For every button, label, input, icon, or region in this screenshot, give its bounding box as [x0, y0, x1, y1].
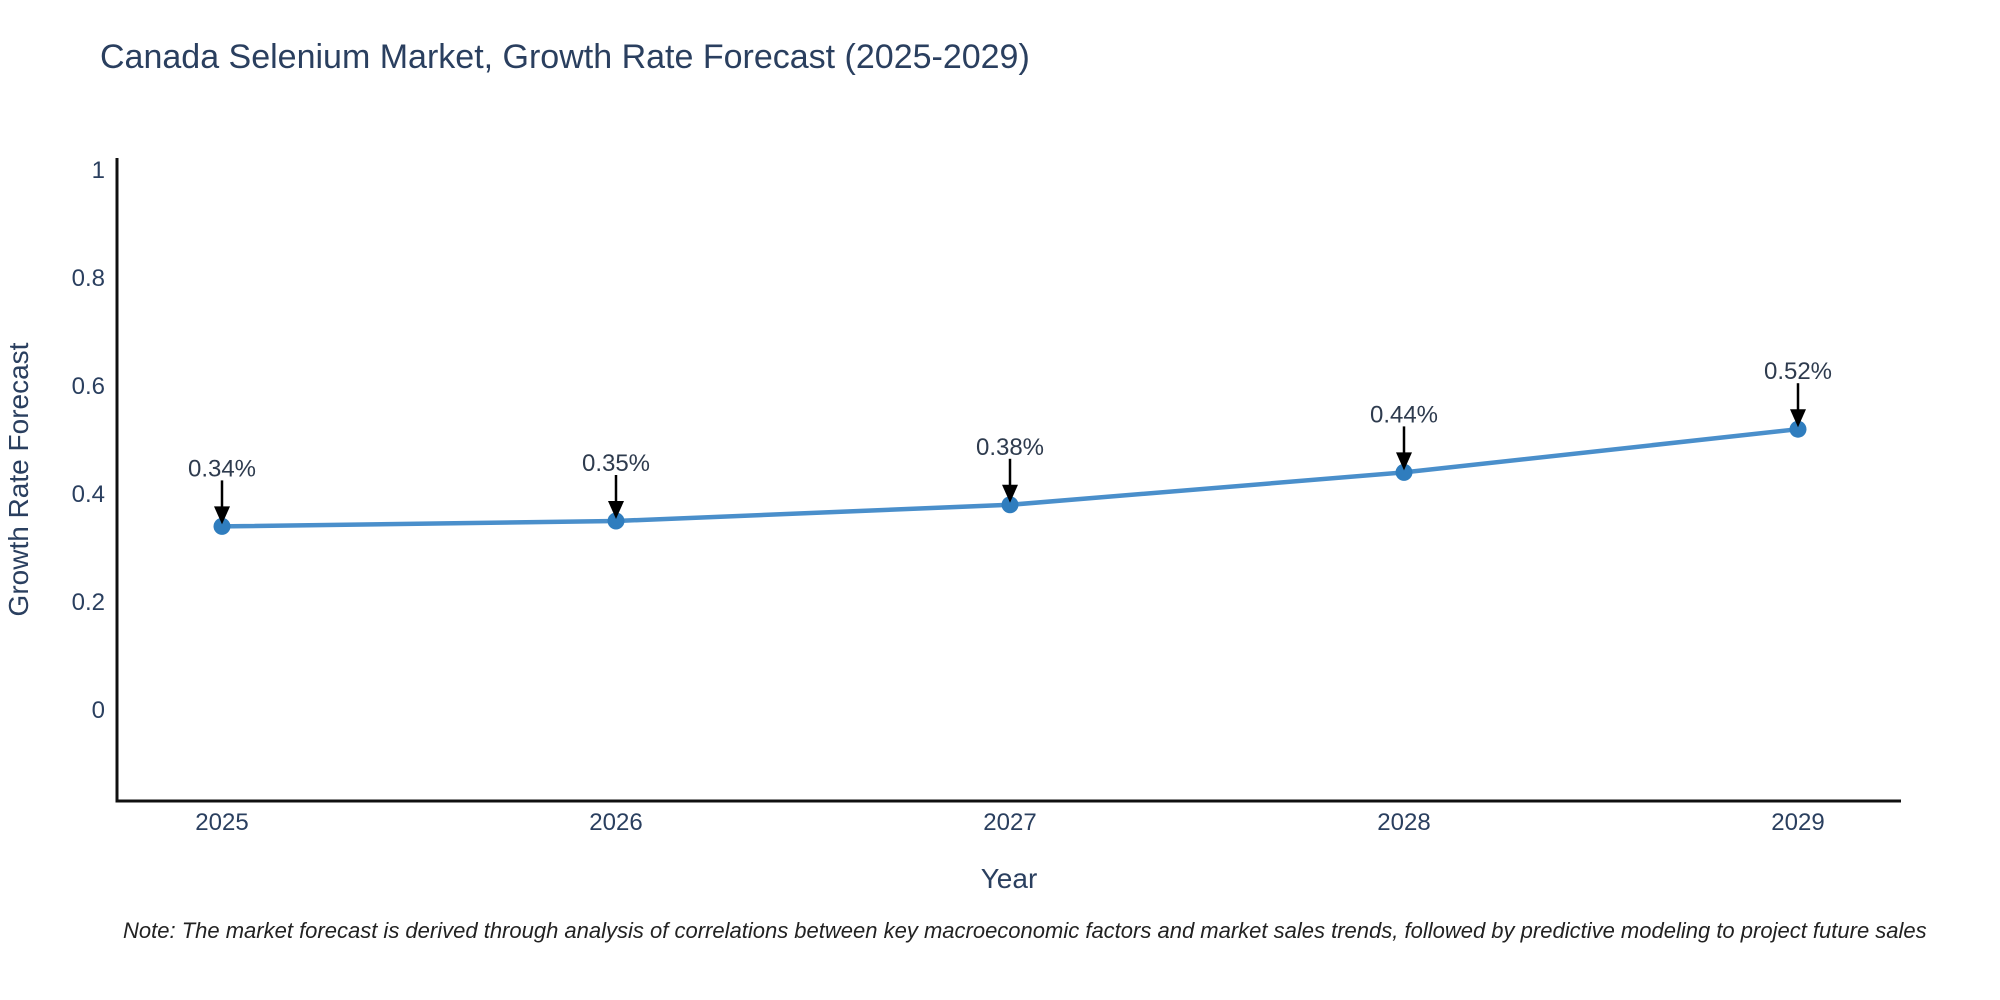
annotation-arrow-head-icon [1790, 409, 1806, 428]
x-tick-label: 2026 [589, 809, 642, 836]
data-point-2028[interactable] [1395, 463, 1413, 481]
y-tick-label: 0.2 [72, 589, 105, 616]
point-label-2029: 0.52% [1764, 358, 1832, 385]
y-tick-label: 1 [92, 157, 105, 184]
point-label-2027: 0.38% [976, 434, 1044, 461]
y-tick-label: 0.8 [72, 265, 105, 292]
x-tick-label: 2027 [983, 809, 1036, 836]
x-tick-label: 2028 [1377, 809, 1430, 836]
footnote: Note: The market forecast is derived thr… [123, 918, 1927, 943]
annotation-arrow-head-icon [1002, 484, 1018, 503]
annotation-arrow-head-icon [608, 501, 624, 519]
x-axis-title: Year [981, 863, 1038, 894]
data-point-2025[interactable] [213, 517, 231, 535]
y-tick-label: 0 [92, 697, 105, 724]
y-tick-label: 0.6 [72, 373, 105, 400]
annotation-arrow-head-icon [1396, 452, 1412, 471]
point-label-2025: 0.34% [188, 455, 256, 482]
x-tick-label: 2029 [1771, 809, 1824, 836]
point-label-2026: 0.35% [582, 450, 650, 477]
annotation-arrow-head-icon [214, 506, 230, 525]
data-point-2026[interactable] [607, 512, 625, 530]
point-label-2028: 0.44% [1370, 401, 1438, 428]
data-point-2027[interactable] [1001, 496, 1019, 514]
chart-title: Canada Selenium Market, Growth Rate Fore… [100, 38, 1030, 76]
x-tick-label: 2025 [195, 809, 248, 836]
y-tick-label: 0.4 [72, 481, 105, 508]
data-point-2029[interactable] [1789, 420, 1807, 438]
y-axis-title: Growth Rate Forecast [3, 342, 34, 616]
